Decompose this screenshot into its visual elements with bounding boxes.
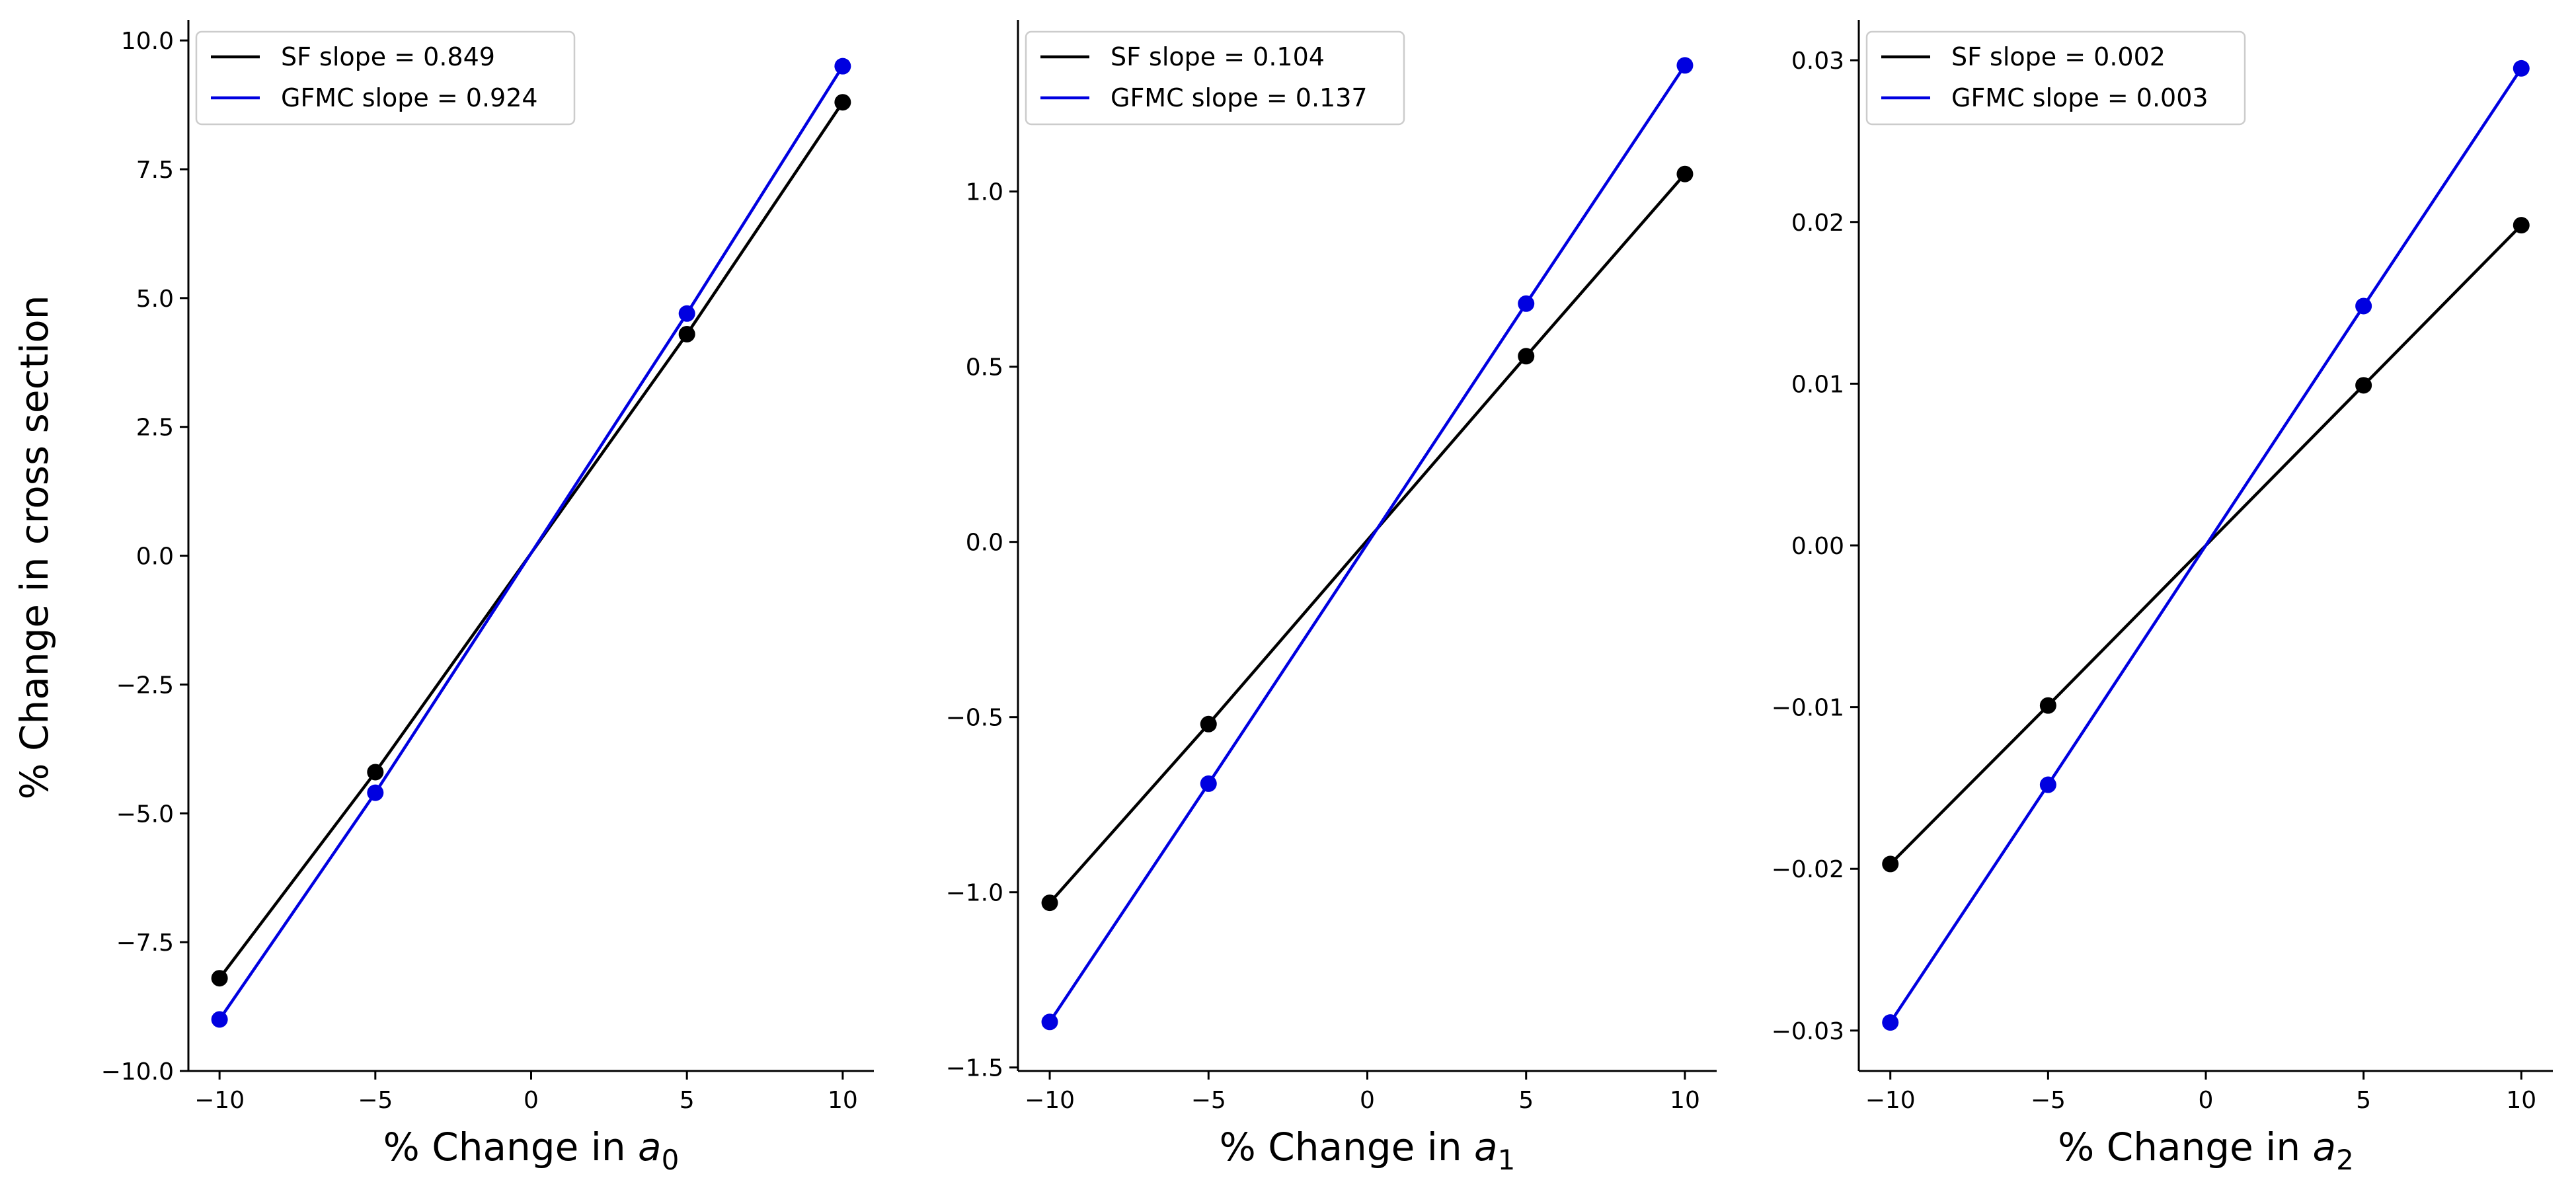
series-line-sf	[218, 101, 844, 980]
data-point-gfmc	[2355, 297, 2372, 315]
y-tick-label: −0.5	[946, 705, 1003, 732]
series-line-gfmc	[1048, 64, 1686, 1023]
data-point-gfmc	[1518, 295, 1535, 312]
y-tick-label: 0.00	[1791, 533, 1844, 560]
data-point-sf	[1518, 348, 1535, 365]
subplot-a0: −10.0 −7.5 −5.0 −2.5 0.0 2.5 5.0 7.5 10.0 −10 −5 0 5…	[101, 20, 874, 1176]
x-tick-label: 0	[1360, 1087, 1375, 1114]
data-point-gfmc	[367, 784, 384, 801]
data-point-sf	[834, 94, 851, 111]
data-point-sf	[1882, 855, 1899, 873]
y-tick-label: 0.5	[966, 354, 1003, 381]
y-tick-label: −2.5	[116, 672, 174, 699]
legend-box	[1865, 30, 2246, 126]
y-tick-label: −10.0	[101, 1058, 174, 1086]
data-point-gfmc	[678, 305, 695, 322]
data-point-gfmc	[2039, 776, 2056, 793]
y-tick-label: 2.5	[136, 415, 174, 442]
legend-entry-gfmc: GFMC slope = 0.003	[1951, 83, 2208, 112]
y-tick-label: 0.0	[136, 543, 174, 571]
data-point-sf	[2355, 377, 2372, 394]
data-point-sf	[2039, 697, 2056, 714]
series-line-gfmc	[218, 65, 844, 1021]
x-tick-label: −10	[1865, 1087, 1916, 1114]
x-axis-label: % Change in a0	[383, 1125, 680, 1176]
data-point-sf	[211, 970, 228, 987]
y-tick-label: 0.02	[1791, 210, 1844, 237]
x-tick-label: −5	[1191, 1087, 1226, 1114]
data-point-gfmc	[834, 58, 851, 75]
series-line-gfmc	[1889, 67, 2523, 1023]
data-point-gfmc	[2513, 59, 2530, 77]
y-tick-label: −0.03	[1772, 1018, 1844, 1045]
x-tick-label: 5	[680, 1087, 695, 1114]
x-tick-label: 10	[828, 1087, 858, 1114]
data-point-sf	[2513, 217, 2530, 234]
legend-entry-sf: SF slope = 0.104	[1111, 42, 1325, 71]
data-point-gfmc	[1882, 1014, 1899, 1031]
legend-box	[1025, 30, 1405, 126]
x-tick-label: −5	[2031, 1087, 2066, 1114]
subplot-a1: −1.5 −1.0 −0.5 0.0 0.5 1.0 −10 −5 0 5 10 % Change i…	[946, 20, 1717, 1176]
data-point-gfmc	[1676, 57, 1694, 74]
y-axis-label: % Change in cross section	[12, 295, 57, 799]
x-tick-label: 10	[1670, 1087, 1700, 1114]
legend-box	[195, 30, 576, 126]
data-point-sf	[1676, 165, 1694, 182]
series-line-sf	[1048, 173, 1686, 904]
data-point-gfmc	[1041, 1013, 1058, 1031]
data-point-sf	[367, 764, 384, 781]
y-tick-label: 0.0	[966, 530, 1003, 557]
y-tick-label: −1.0	[946, 880, 1003, 907]
legend-entry-gfmc: GFMC slope = 0.924	[281, 83, 538, 112]
y-tick-label: −0.01	[1772, 695, 1844, 722]
x-axis-label: % Change in a2	[2058, 1125, 2354, 1176]
legend-entry-gfmc: GFMC slope = 0.137	[1111, 83, 1368, 112]
data-point-gfmc	[1200, 775, 1217, 792]
legend-entry-sf: SF slope = 0.002	[1951, 42, 2166, 71]
y-tick-label: 5.0	[136, 286, 174, 313]
y-tick-label: 1.0	[966, 179, 1003, 206]
x-tick-label: 10	[2506, 1087, 2536, 1114]
y-tick-label: −7.5	[116, 930, 174, 957]
data-point-sf	[1041, 894, 1058, 912]
y-tick-label: 10.0	[121, 28, 174, 55]
data-point-sf	[1200, 715, 1217, 733]
data-point-gfmc	[211, 1011, 228, 1028]
x-tick-label: 5	[1518, 1087, 1534, 1114]
x-tick-label: 0	[524, 1087, 539, 1114]
x-tick-label: 5	[2356, 1087, 2371, 1114]
legend-entry-sf: SF slope = 0.849	[281, 42, 495, 71]
data-point-sf	[678, 325, 695, 342]
x-tick-label: −10	[194, 1087, 245, 1114]
y-tick-label: −5.0	[116, 801, 174, 828]
x-tick-label: 0	[2199, 1087, 2214, 1114]
x-tick-label: −10	[1025, 1087, 1075, 1114]
y-tick-label: 0.01	[1791, 371, 1844, 398]
y-tick-label: 0.03	[1791, 48, 1844, 75]
y-tick-label: −1.5	[946, 1055, 1003, 1082]
x-tick-label: −5	[358, 1087, 393, 1114]
x-axis-label: % Change in a1	[1220, 1125, 1516, 1176]
y-tick-label: 7.5	[136, 157, 174, 184]
subplot-a2: −0.03 −0.02 −0.01 0.00 0.01 0.02 0.03 −10 −5 0 5 10…	[1772, 20, 2553, 1176]
y-tick-label: −0.02	[1772, 856, 1844, 883]
